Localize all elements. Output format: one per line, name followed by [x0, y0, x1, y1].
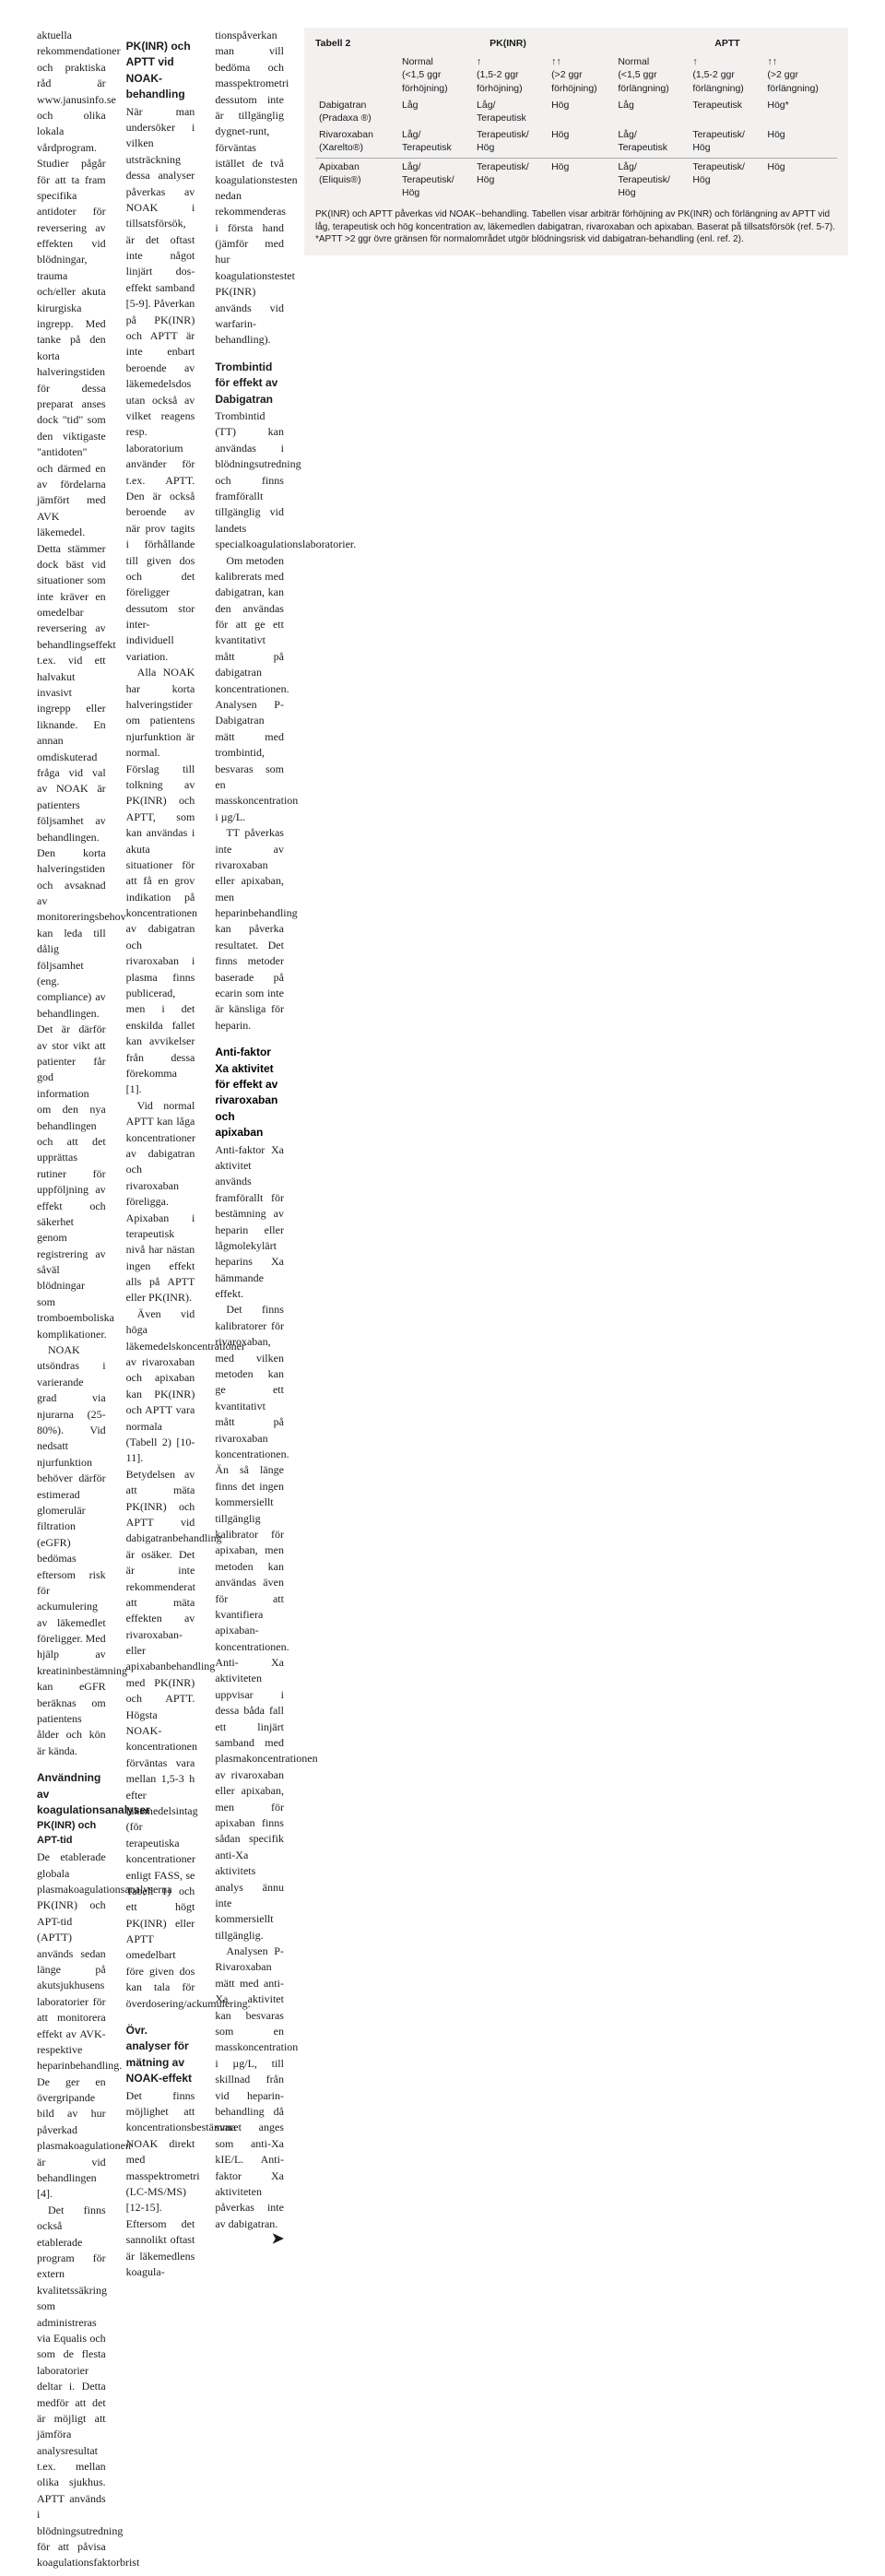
body-para: Analysen P-Rivaroxaban mätt med anti-Xa …: [215, 1944, 284, 2232]
section-heading: Trombintid för effekt av Dabigatran: [215, 360, 284, 408]
drug-name: Apixaban (Eliquis®): [315, 158, 398, 201]
body-columns: aktuella rekommendationer och praktiska …: [37, 28, 284, 2576]
section-heading: Användning av koagulationsanalyser: [37, 1770, 106, 1818]
body-para: När man undersöker i vilken utsträckning…: [126, 104, 195, 666]
cell: Terapeutisk/ Hög: [473, 126, 548, 156]
cell: Låg: [398, 97, 473, 126]
cell: Låg/ Terapeutisk: [614, 126, 689, 156]
body-para: Alla NOAK har korta halveringstider om p…: [126, 665, 195, 1098]
body-para: Det finns möjlighet att koncentrationsbe…: [126, 2088, 195, 2281]
table-2-wrap: Tabell 2 PK(INR) APTT Normal (<1,5 ggr f…: [304, 28, 848, 255]
col-pk-up1: ↑ (1,5-2 ggr förhöjning): [473, 53, 548, 97]
cell: Hög*: [763, 97, 837, 126]
table-row: Dabigatran (Pradaxa ®) Låg Låg/ Terapeut…: [315, 97, 837, 126]
table-caption: PK(INR) och APTT påverkas vid NOAK--beha…: [315, 208, 837, 246]
cell: Hög: [548, 97, 614, 126]
cell: Låg/ Terapeutisk/ Hög: [398, 158, 473, 201]
section-heading: Övr. analyser för mätning av NOAK-effekt: [126, 2023, 195, 2087]
cell: Låg/ Terapeutisk: [398, 126, 473, 156]
col-pk-normal: Normal (<1,5 ggr förhöjning): [398, 53, 473, 97]
table-row: Apixaban (Eliquis®) Låg/ Terapeutisk/ Hö…: [315, 158, 837, 201]
table-label: Tabell 2: [315, 37, 398, 50]
pk-table-subheader: Normal (<1,5 ggr förhöjning) ↑ (1,5-2 gg…: [315, 53, 837, 97]
cell: Låg/ Terapeutisk/ Hög: [614, 158, 689, 201]
cell: Låg/ Terapeutisk: [473, 97, 548, 126]
body-para: aktuella rekommendationer och praktiska …: [37, 28, 106, 1342]
body-para: NOAK utsöndras i varierande grad via nju…: [37, 1342, 106, 1759]
pk-table: Normal (<1,5 ggr förhöjning) ↑ (1,5-2 gg…: [315, 53, 837, 201]
cell: Låg: [614, 97, 689, 126]
body-para: Det finns också etablerade program för e…: [37, 2203, 106, 2576]
cell: Terapeutisk/ Hög: [473, 158, 548, 201]
col-pk-up2: ↑↑ (>2 ggr förhöjning): [548, 53, 614, 97]
body-para: Trombintid (TT) kan användas i blödnings…: [215, 408, 284, 553]
body-para: tionspåverkan man vill bedöma och masspe…: [215, 28, 284, 349]
table-row: Rivaroxaban (Xarelto®) Låg/ Terapeutisk …: [315, 126, 837, 156]
drug-name: Rivaroxaban (Xarelto®): [315, 126, 398, 156]
section-heading: Anti-faktor Xa aktivitet för effekt av r…: [215, 1045, 284, 1140]
cell: Terapeutisk/ Hög: [689, 126, 763, 156]
body-para: De etablerade globala plasmakoagulations…: [37, 1849, 106, 2203]
col-aptt-normal: Normal (<1,5 ggr förlängning): [614, 53, 689, 97]
table-group-pkinr: PK(INR): [398, 37, 618, 50]
table-group-aptt: APTT: [618, 37, 837, 50]
cell: Hög: [548, 158, 614, 201]
subsection-heading: PK(INR) och APT-tid: [37, 1819, 106, 1849]
body-para: Anti-faktor Xa aktivitet används framför…: [215, 1142, 284, 1303]
drug-name: Dabigatran (Pradaxa ®): [315, 97, 398, 126]
cell: Hög: [763, 158, 837, 201]
body-para: Om metoden kalibrerats med dabigatran, k…: [215, 553, 284, 826]
body-para: Det finns kalibratorer för rivaroxaban, …: [215, 1302, 284, 1944]
col-aptt-up2: ↑↑ (>2 ggr förlängning): [763, 53, 837, 97]
cell: Hög: [763, 126, 837, 156]
table-header-row: Tabell 2 PK(INR) APTT: [315, 37, 837, 50]
cell: Terapeutisk/ Hög: [689, 158, 763, 201]
body-para: TT påverkas inte av rivaroxaban eller ap…: [215, 825, 284, 1034]
body-para: Vid normal APTT kan låga koncentrationer…: [126, 1098, 195, 1306]
body-para: Även vid höga läkemedelskoncentrationer …: [126, 1306, 195, 2012]
cell: Terapeutisk: [689, 97, 763, 126]
cell: Hög: [548, 126, 614, 156]
col-aptt-up1: ↑ (1,5-2 ggr förlängning): [689, 53, 763, 97]
section-heading: PK(INR) och APTT vid NOAK-behandling: [126, 39, 195, 103]
